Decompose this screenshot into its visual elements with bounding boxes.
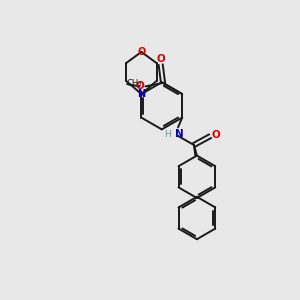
Text: O: O <box>211 130 220 140</box>
Text: N: N <box>137 89 146 99</box>
Text: N: N <box>175 129 184 140</box>
Text: O: O <box>137 47 146 57</box>
Text: O: O <box>136 81 144 92</box>
Text: O: O <box>156 54 165 64</box>
Text: CH₃: CH₃ <box>126 79 142 88</box>
Text: H: H <box>164 130 170 139</box>
